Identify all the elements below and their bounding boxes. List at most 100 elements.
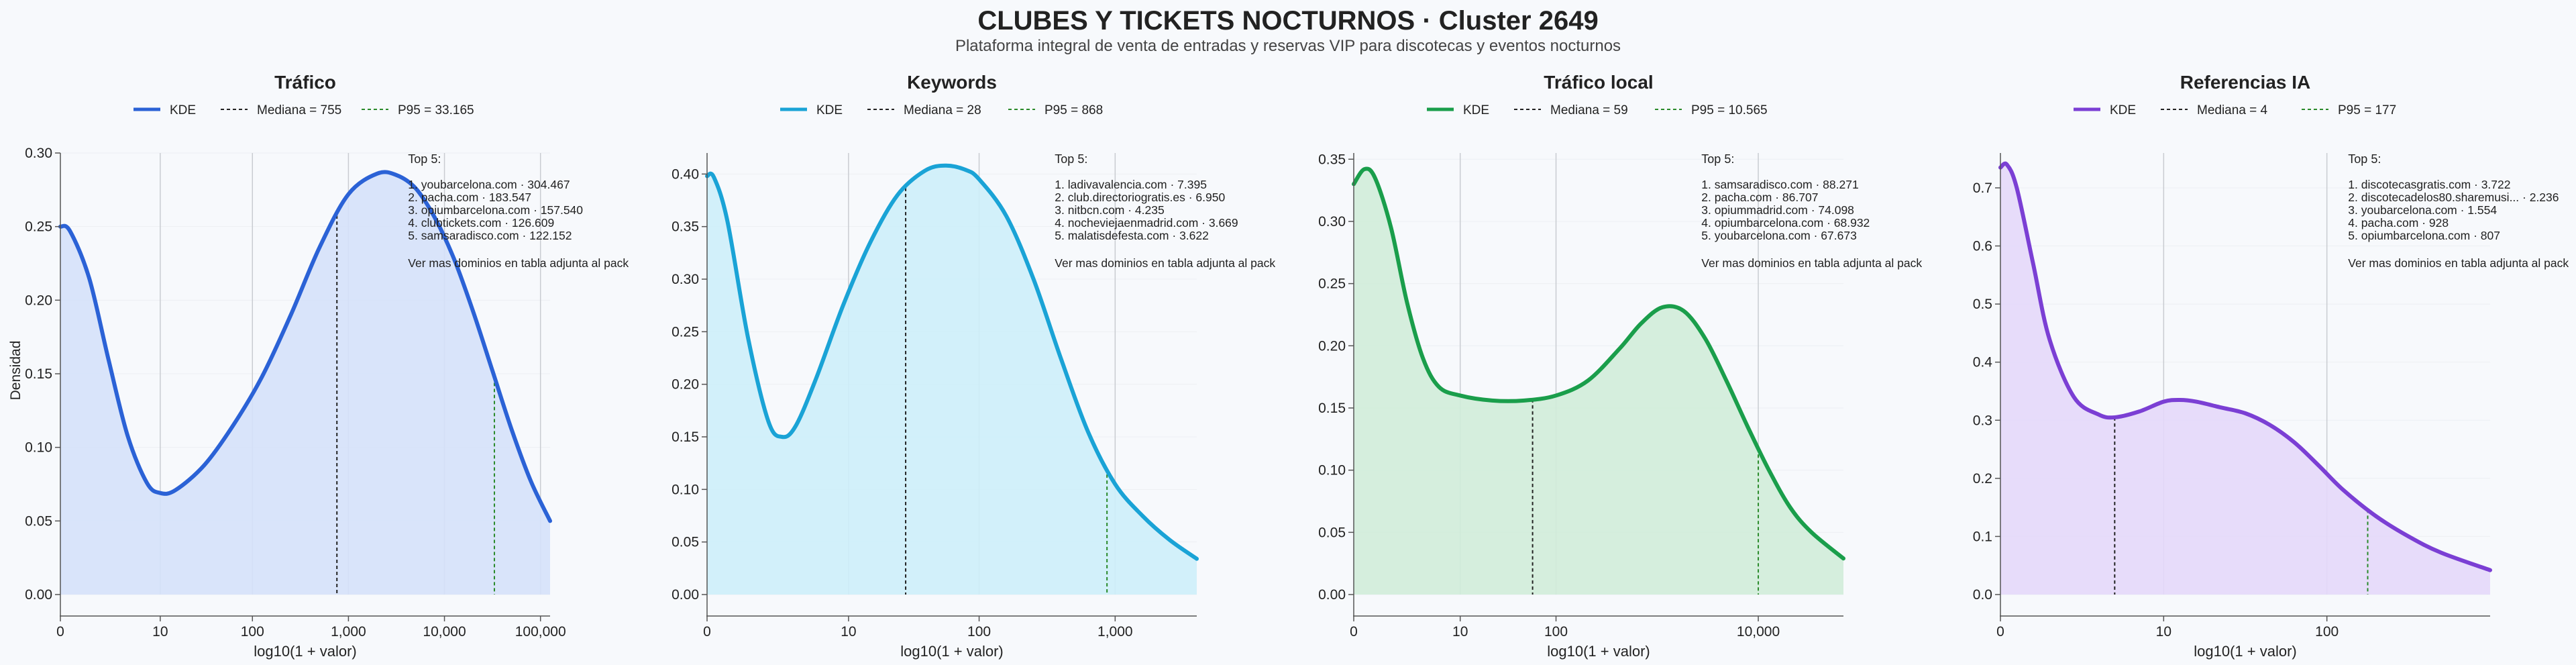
y-tick-label: 0.15 — [672, 429, 699, 445]
x-tick-label: 10 — [152, 624, 168, 640]
x-axis-label: log10(1 + valor) — [900, 643, 1003, 660]
x-axis-label: log10(1 + valor) — [2194, 643, 2296, 660]
legend-median-label: Mediana = 59 — [1550, 103, 1628, 117]
top5-item: 1. ladivavalencia.com · 7.395 — [1055, 178, 1207, 191]
top5-item: 5. youbarcelona.com · 67.673 — [1701, 229, 1857, 242]
legend-p95-label: P95 = 33.165 — [398, 103, 474, 117]
x-axis-label: log10(1 + valor) — [254, 643, 356, 660]
top5-item: 1. samsaradisco.com · 88.271 — [1701, 178, 1858, 191]
legend-p95-label: P95 = 10.565 — [1691, 103, 1768, 117]
x-tick-label: 0 — [1350, 624, 1358, 640]
legend: KDE Mediana = 59 P95 = 10.565 — [1427, 103, 1768, 117]
legend-median-label: Mediana = 4 — [2197, 103, 2268, 117]
top5-item: 2. discotecadelos80.sharemusi... · 2.236 — [2348, 191, 2559, 204]
top5-item: 2. pacha.com · 183.547 — [408, 191, 531, 204]
x-tick-label: 0 — [1996, 624, 2004, 640]
x-axis-label: log10(1 + valor) — [1547, 643, 1650, 660]
x-tick-label: 1,000 — [1097, 624, 1133, 640]
top5-item: 5. malatisdefesta.com · 3.622 — [1055, 229, 1209, 242]
y-tick-label: 0.25 — [672, 324, 699, 340]
y-tick-label: 0.05 — [1318, 525, 1346, 540]
legend-kde-label: KDE — [2110, 103, 2136, 117]
x-tick-label: 100 — [1544, 624, 1568, 640]
y-tick-label: 0.30 — [25, 146, 52, 161]
kde-area — [1354, 168, 1843, 595]
panel-title: Keywords — [907, 72, 997, 93]
figure-subtitle: Plataforma integral de venta de entradas… — [955, 37, 1621, 55]
y-tick-label: 0.4 — [1973, 355, 1993, 370]
top5-item: 1. discotecasgratis.com · 3.722 — [2348, 178, 2510, 191]
legend-kde-label: KDE — [1463, 103, 1489, 117]
top5-heading: Top 5: — [408, 152, 441, 166]
top5-item: 3. nitbcn.com · 4.235 — [1055, 203, 1164, 217]
kde-area — [2000, 163, 2490, 595]
chart-panel-3: Tráfico local KDE Mediana = 59 P95 = 10.565… — [1318, 72, 1922, 660]
legend-p95-label: P95 = 868 — [1044, 103, 1103, 117]
legend: KDE Mediana = 755 P95 = 33.165 — [133, 103, 474, 117]
y-tick-label: 0.0 — [1973, 587, 1992, 603]
top5-item: 1. youbarcelona.com · 304.467 — [408, 178, 570, 191]
top5-footer: Ver mas dominios en tabla adjunta al pac… — [2348, 256, 2569, 270]
y-tick-label: 0.40 — [672, 166, 699, 182]
legend-kde-label: KDE — [816, 103, 843, 117]
y-axis-label: Densidad — [8, 341, 23, 401]
y-tick-label: 0.10 — [672, 482, 699, 497]
kde-area — [707, 165, 1197, 595]
legend-kde-label: KDE — [170, 103, 196, 117]
y-tick-label: 0.15 — [1318, 401, 1346, 416]
top5-item: 2. pacha.com · 86.707 — [1701, 191, 1818, 204]
legend-p95-label: P95 = 177 — [2338, 103, 2396, 117]
top5-footer: Ver mas dominios en tabla adjunta al pac… — [1701, 256, 1922, 270]
x-tick-label: 100,000 — [515, 624, 566, 640]
y-tick-label: 0.25 — [25, 219, 52, 235]
y-tick-label: 0.5 — [1973, 297, 1992, 312]
legend: KDE Mediana = 28 P95 = 868 — [780, 103, 1103, 117]
y-tick-label: 0.2 — [1973, 471, 1992, 487]
y-tick-label: 0.15 — [25, 366, 52, 382]
top5-item: 3. opiummadrid.com · 74.098 — [1701, 203, 1854, 217]
x-tick-label: 0 — [56, 624, 64, 640]
panel-title: Referencias IA — [2180, 72, 2311, 93]
x-tick-label: 10 — [841, 624, 856, 640]
y-tick-label: 0.05 — [672, 535, 699, 550]
y-tick-label: 0.7 — [1973, 181, 1992, 196]
top5-item: 4. clubtickets.com · 126.609 — [408, 216, 554, 229]
legend-median-label: Mediana = 755 — [257, 103, 341, 117]
y-tick-label: 0.00 — [672, 587, 699, 603]
top5-item: 4. opiumbarcelona.com · 68.932 — [1701, 216, 1870, 229]
y-tick-label: 0.30 — [672, 272, 699, 287]
figure-title: CLUBES Y TICKETS NOCTURNOS · Cluster 264… — [977, 6, 1598, 36]
x-tick-label: 100 — [2315, 624, 2339, 640]
top5-item: 4. nocheviejaenmadrid.com · 3.669 — [1055, 216, 1238, 229]
top5-heading: Top 5: — [1701, 152, 1734, 166]
kde-line — [1352, 166, 1845, 561]
chart-panel-1: Tráfico KDE Mediana = 755 P95 = 33.165 0.00 0… — [25, 72, 629, 660]
top5-item: 5. samsaradisco.com · 122.152 — [408, 229, 572, 242]
y-tick-label: 0.20 — [1318, 338, 1346, 354]
top5-heading: Top 5: — [1055, 152, 1087, 166]
y-tick-label: 0.30 — [1318, 214, 1346, 229]
y-tick-label: 0.10 — [25, 440, 52, 456]
kde-line — [1998, 161, 2492, 572]
x-tick-label: 10 — [2156, 624, 2171, 640]
top5-footer: Ver mas dominios en tabla adjunta al pac… — [408, 256, 629, 270]
kde-area — [60, 172, 550, 595]
panel-title: Tráfico — [274, 72, 336, 93]
y-tick-label: 0.00 — [1318, 587, 1346, 603]
y-tick-label: 0.1 — [1973, 529, 1992, 544]
top5-footer: Ver mas dominios en tabla adjunta al pac… — [1055, 256, 1275, 270]
top5-item: 3. opiumbarcelona.com · 157.540 — [408, 203, 583, 217]
legend-median-label: Mediana = 28 — [904, 103, 981, 117]
top5-item: 3. youbarcelona.com · 1.554 — [2348, 203, 2497, 217]
y-tick-label: 0.20 — [672, 377, 699, 393]
chart-panel-4: Referencias IA KDE Mediana = 4 P95 = 177 0.0… — [1973, 72, 2569, 660]
x-tick-label: 0 — [703, 624, 711, 640]
x-tick-label: 100 — [241, 624, 264, 640]
y-tick-label: 0.6 — [1973, 239, 1992, 254]
x-tick-label: 1,000 — [331, 624, 366, 640]
chart-panel-2: Keywords KDE Mediana = 28 P95 = 868 0.00 0.05… — [672, 72, 1275, 660]
top5-heading: Top 5: — [2348, 152, 2381, 166]
